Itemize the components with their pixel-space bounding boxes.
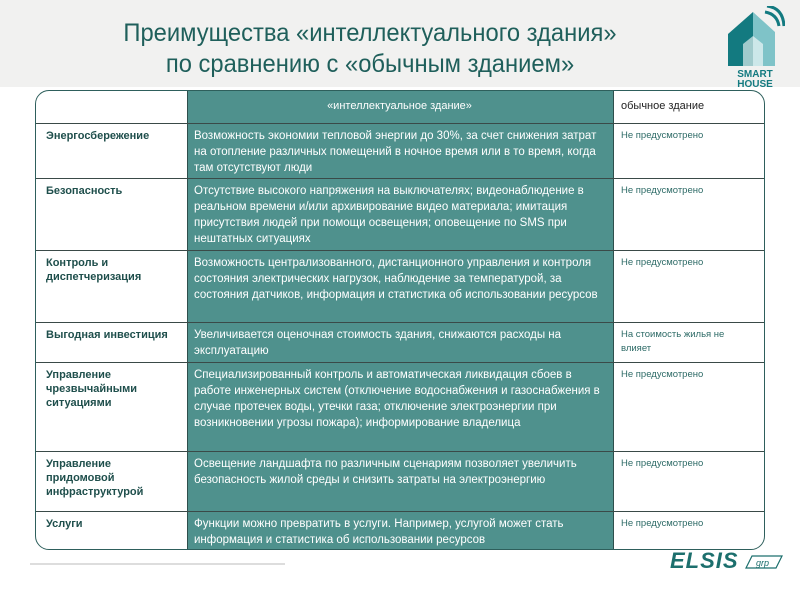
smart-cell: Освещение ландшафта по различным сценари… xyxy=(194,458,577,486)
smart-cell: Функции можно превратить в услуги. Напри… xyxy=(194,518,564,546)
regular-cell: На стоимость жилья не влияет xyxy=(621,329,725,354)
elsis-logo: ELSIS grp xyxy=(670,548,783,572)
header-regular: обычное здание xyxy=(621,100,705,112)
svg-text:SMART: SMART xyxy=(737,69,773,80)
table-row: Управление придомовой инфраструктурой Ос… xyxy=(36,452,764,512)
title-band xyxy=(0,0,800,87)
footer-divider xyxy=(30,563,285,565)
title-line-2: по сравнению с «обычным зданием» xyxy=(165,50,575,78)
svg-text:ELSIS: ELSIS xyxy=(670,548,739,572)
page-title: Преимущества «интеллектуального здания» … xyxy=(76,18,665,80)
title-line-1: Преимущества «интеллектуального здания» xyxy=(123,19,617,47)
table-row: Безопасность Отсутствие высокого напряже… xyxy=(36,179,764,251)
svg-text:HOUSE: HOUSE xyxy=(737,79,773,88)
smart-cell: Увеличивается оценочная стоимость здания… xyxy=(194,329,562,357)
regular-cell: Не предусмотрено xyxy=(621,257,704,268)
regular-cell: Не предусмотрено xyxy=(621,518,704,529)
smart-cell: Специализированный контроль и автоматиче… xyxy=(194,369,600,429)
table-row: Услуги Функции можно превратить в услуги… xyxy=(36,512,764,549)
table-row: Контроль и диспетчеризация Возможность ц… xyxy=(36,251,764,323)
smart-column-bg xyxy=(187,91,614,549)
table-header: «интеллектуальное здание» обычное здание xyxy=(36,91,764,124)
smart-house-logo: SMART HOUSE xyxy=(728,6,785,88)
table-row: Управление чрезвычайными ситуациями Спец… xyxy=(36,363,764,452)
table-row: Энергосбережение Возможность экономии те… xyxy=(36,124,764,179)
feature-cell: Выгодная инвестиция xyxy=(46,329,168,341)
regular-cell: Не предусмотрено xyxy=(621,369,704,380)
feature-cell: Управление придомовой инфраструктурой xyxy=(46,458,144,498)
svg-text:grp: grp xyxy=(756,558,769,568)
regular-cell: Не предусмотрено xyxy=(621,458,704,469)
feature-cell: Услуги xyxy=(46,518,83,530)
feature-cell: Безопасность xyxy=(46,185,123,197)
smart-cell: Возможность централизованного, дистанцио… xyxy=(194,257,598,301)
regular-cell: Не предусмотрено xyxy=(621,130,704,141)
feature-cell: Контроль и диспетчеризация xyxy=(46,257,142,283)
feature-cell: Энергосбережение xyxy=(46,130,150,142)
smart-cell: Отсутствие высокого напряжения на выключ… xyxy=(194,185,584,245)
table-row: Выгодная инвестиция Увеличивается оценоч… xyxy=(36,323,764,363)
smart-cell: Возможность экономии тепловой энергии до… xyxy=(194,130,597,174)
regular-cell: Не предусмотрено xyxy=(621,185,704,196)
feature-cell: Управление чрезвычайными ситуациями xyxy=(46,369,138,409)
header-smart: «интеллектуальное здание» xyxy=(327,100,472,112)
comparison-table: «интеллектуальное здание» обычное здание… xyxy=(35,90,765,550)
